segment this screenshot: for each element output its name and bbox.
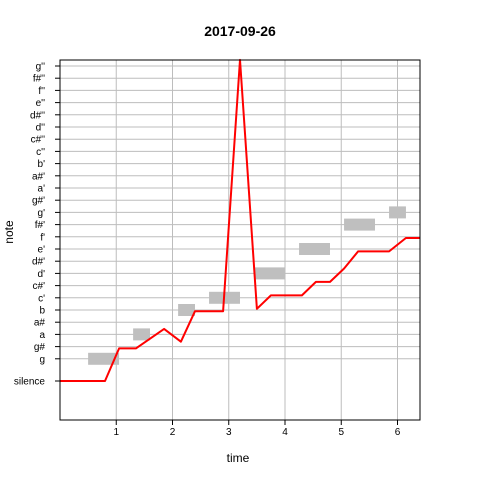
y-tick-label: f'' — [38, 86, 45, 97]
x-tick-label: 4 — [282, 427, 288, 438]
reference-note-b — [178, 304, 195, 316]
x-tick-label: 2 — [170, 427, 176, 438]
y-tick-label: c'' — [36, 147, 45, 158]
y-axis-label: note — [2, 220, 16, 244]
y-tick-label: a#' — [32, 171, 45, 182]
y-tick-label: e'' — [36, 98, 45, 109]
y-tick-label: e' — [38, 245, 46, 256]
y-tick-label: a# — [34, 318, 46, 329]
series-line-0 — [60, 58, 420, 382]
y-tick-label: g# — [34, 342, 46, 353]
reference-note-a — [133, 328, 150, 341]
reference-note-gp — [389, 206, 406, 219]
y-tick-label: g#' — [32, 196, 45, 207]
y-tick-label: g — [39, 354, 45, 365]
y-tick-label: f#' — [35, 220, 45, 231]
y-tick-label: f#'' — [33, 74, 45, 85]
y-tick-label: c#'' — [31, 135, 45, 146]
y-tick-label: g'' — [36, 62, 45, 73]
y-tick-label: d' — [38, 269, 46, 280]
y-tick-label: d'' — [36, 123, 45, 134]
y-tick-label: b' — [38, 159, 46, 170]
grid — [60, 60, 420, 420]
y-axis: silence gg#aa#b c'c#'d'd#'e' f'f#'g'g#'a' a#… — [14, 62, 60, 388]
x-tick-label: 3 — [226, 427, 232, 438]
x-axis: 1 2 3 4 5 6 — [113, 420, 401, 438]
y-tick-label: a — [39, 330, 45, 341]
reference-note-fsp — [344, 218, 375, 231]
y-tick-label: a' — [38, 184, 46, 195]
plot-frame — [59, 59, 421, 421]
x-tick-label: 5 — [338, 427, 344, 438]
y-tick-label: c#' — [33, 281, 46, 292]
reference-note-dp — [254, 267, 285, 280]
y-tick-label: g' — [38, 208, 46, 219]
x-tick-label: 6 — [395, 427, 401, 438]
reference-note-g — [88, 352, 120, 365]
x-axis-label: time — [227, 451, 250, 465]
y-tick-label: c' — [38, 293, 45, 304]
y-tick-label: d#' — [32, 257, 45, 268]
x-tick-label: 1 — [113, 427, 119, 438]
y-tick-label: d#'' — [30, 110, 45, 121]
reference-notes — [88, 206, 406, 365]
y-tick-label: b — [39, 306, 45, 317]
chart-title: 2017-09-26 — [204, 23, 276, 39]
y-tick-label: f' — [40, 232, 45, 243]
reference-note-ep — [299, 243, 330, 255]
y-tick-label: silence — [14, 377, 46, 388]
